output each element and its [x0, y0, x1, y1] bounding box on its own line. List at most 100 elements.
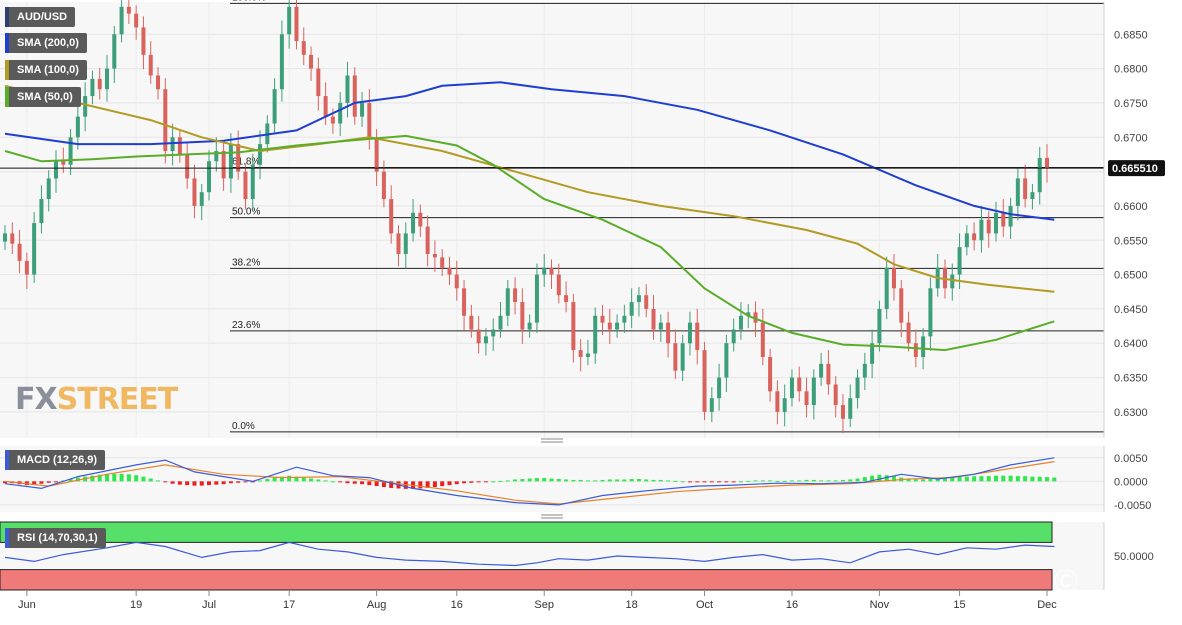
candle-body [899, 288, 904, 323]
candle-body [738, 315, 743, 330]
legend-symbol-swatch [5, 7, 9, 27]
macd-hist-bar [738, 481, 743, 483]
candle-body [228, 144, 233, 179]
macd-hist-bar [564, 479, 569, 482]
candle-body [979, 219, 984, 241]
candle-body [68, 137, 73, 165]
macd-hist-bar [717, 481, 722, 483]
macd-hist-bar [935, 478, 940, 482]
x-tick-label: Sep [534, 599, 554, 611]
legend-sma100[interactable]: SMA (100,0) [5, 60, 87, 80]
candle-body [403, 233, 408, 254]
candle-body [928, 288, 933, 337]
macd-hist-bar [972, 476, 977, 482]
candle-body [680, 343, 685, 371]
macd-hist-bar [855, 478, 860, 482]
macd-hist-bar [702, 481, 707, 483]
candle-body [83, 96, 88, 117]
x-tick-label: Jul [202, 599, 216, 611]
macd-hist-bar [207, 481, 212, 486]
legend-sma100-swatch [5, 60, 9, 80]
macd-hist-bar [542, 478, 547, 482]
candle-body [316, 68, 321, 97]
x-tick-label: 17 [283, 599, 295, 611]
candle-body [243, 171, 248, 200]
x-tick-label: Nov [870, 599, 890, 611]
macd-hist-bar [1037, 476, 1042, 482]
macd-hist-bar [607, 479, 612, 482]
legend-macd[interactable]: MACD (12,26,9) [5, 450, 106, 470]
macd-hist-bar [906, 478, 911, 482]
candle-body [556, 274, 561, 296]
fib-label: 23.6% [232, 320, 260, 331]
macd-hist-bar [709, 481, 714, 483]
fib-label: 0.0% [232, 421, 255, 432]
candle-body [724, 343, 729, 378]
last-price-label: 0.665510 [1112, 163, 1158, 175]
macd-hist-bar [177, 481, 182, 485]
price-ytick-label: 0.6550 [1114, 235, 1148, 247]
price-plot-bg [0, 2, 1104, 438]
x-tick-label: 16 [451, 599, 463, 611]
macd-hist-bar [673, 480, 678, 482]
candle-body [46, 178, 51, 200]
candle-body [432, 253, 437, 258]
x-tick-label: 16 [786, 599, 798, 611]
rsi-panel: 50.0000 [0, 521, 1154, 591]
candle-body [119, 6, 124, 35]
macd-hist-bar [1001, 475, 1006, 482]
macd-hist-bar [731, 481, 736, 483]
legend-sma50[interactable]: SMA (50,0) [5, 87, 81, 107]
macd-hist-bar [425, 481, 430, 488]
candle-body [884, 267, 889, 309]
logo-part-street: STREET [56, 382, 179, 417]
macd-hist-bar [957, 476, 962, 482]
macd-hist-bar [921, 479, 926, 482]
candle-body [549, 267, 554, 275]
price-ytick-label: 0.6500 [1114, 270, 1148, 282]
macd-hist-bar [54, 481, 59, 483]
candle-body [921, 336, 926, 357]
candle-body [323, 96, 328, 117]
macd-hist-bar [163, 481, 168, 483]
macd-hist-bar [636, 479, 641, 482]
macd-hist-bar [687, 481, 692, 483]
macd-hist-bar [746, 480, 751, 482]
legend-sma200[interactable]: SMA (200,0) [5, 33, 87, 53]
candle-body [870, 343, 875, 364]
macd-hist-bar [323, 480, 328, 482]
candle-body [301, 41, 306, 55]
candle-body [112, 34, 117, 69]
macd-hist-bar [265, 479, 270, 482]
legend-sma50-label: SMA (50,0) [17, 91, 73, 103]
candle-body [505, 288, 510, 316]
candle-body [651, 308, 656, 330]
candle-body [615, 322, 620, 330]
macd-hist-bar [585, 480, 590, 482]
price-ytick-label: 0.6350 [1114, 373, 1148, 385]
legend-sma100-label: SMA (100,0) [17, 64, 79, 76]
macd-hist-bar [658, 479, 663, 482]
candle-body [454, 274, 459, 289]
macd-hist-bar [272, 477, 277, 482]
candle-body [39, 199, 44, 224]
candle-body [862, 363, 867, 378]
candle-body [811, 377, 816, 406]
candle-body [957, 247, 962, 275]
candle-body [578, 350, 583, 357]
candle-body [185, 154, 190, 179]
macd-hist-bar [819, 480, 824, 482]
candle-body [192, 178, 197, 206]
candle-body [913, 343, 918, 357]
candle-body [476, 329, 481, 344]
legend-macd-swatch [5, 450, 9, 470]
x-tick-label: 19 [130, 599, 142, 611]
macd-hist-bar [724, 481, 729, 483]
legend-rsi[interactable]: RSI (14,70,30,1) [5, 528, 106, 548]
legend-sma50-swatch [5, 87, 9, 107]
candle-body [833, 384, 838, 406]
candle-body [1023, 178, 1028, 200]
legend-symbol[interactable]: AUD/USD [5, 7, 76, 27]
candle-body [279, 34, 284, 90]
macd-ytick-label: 0.0000 [1114, 476, 1148, 488]
